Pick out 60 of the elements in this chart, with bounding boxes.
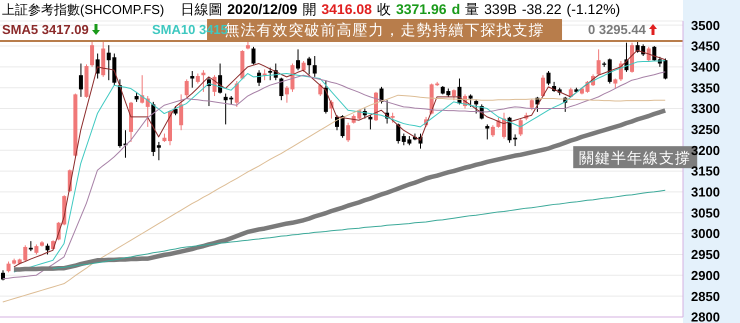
candlestick (279, 77, 284, 101)
candlestick (468, 94, 473, 108)
y-tick-label: 3500 (691, 18, 720, 33)
y-tick-label: 2800 (691, 310, 720, 323)
y-tick-label: 3400 (691, 59, 720, 74)
candlestick (608, 58, 612, 84)
candlestick (252, 46, 256, 65)
candlestick (474, 98, 478, 114)
candlestick (540, 74, 545, 98)
candlestick (46, 243, 50, 255)
y-tick-label: 3250 (691, 122, 720, 138)
candlestick (318, 83, 322, 97)
candlestick (307, 56, 312, 75)
candlestick (646, 46, 651, 62)
candlestick (90, 41, 94, 68)
text: SMA5 3417.09 (2, 22, 89, 37)
y-tick-label: 3150 (691, 164, 720, 179)
ref-line-label: 無法有效突破前高壓力，走勢持續下探找支撐 (224, 22, 545, 40)
y-tick-label: 3050 (691, 205, 720, 220)
y-tick-label: 3300 (691, 101, 720, 116)
annotation: 關鍵半年線支撐 (579, 150, 692, 168)
candlestick (485, 124, 490, 140)
y-tick-label: 3450 (691, 38, 720, 54)
candlestick (452, 88, 456, 101)
y-tick-label: 3350 (691, 80, 720, 96)
y-tick-label: 3000 (691, 226, 720, 242)
candlestick (346, 122, 350, 142)
candlestick (234, 80, 239, 108)
candlestick (23, 244, 28, 262)
candlestick (302, 60, 306, 72)
candlestick (184, 78, 189, 98)
candlestick (257, 70, 262, 87)
candlestick (134, 92, 139, 102)
candlestick (6, 261, 11, 273)
y-tick-label: 2900 (691, 268, 720, 283)
y-tick-label: 3200 (691, 142, 720, 158)
candlestick (78, 63, 83, 98)
text: 日線圖 2020/12/09 開 3416.08 收 3371.96 d 量 339B -38.22 (-1.12%) (180, 1, 620, 17)
text: 0 3295.44 (588, 22, 646, 37)
y-tick-label: 3100 (691, 184, 720, 200)
candlestick (1, 270, 5, 281)
candlestick (179, 94, 184, 131)
candlestick (201, 70, 206, 92)
candlestick (396, 123, 400, 144)
candlestick (518, 118, 523, 137)
candlestick (312, 56, 317, 78)
candlestick (190, 70, 194, 88)
candlestick (546, 70, 551, 86)
candlestick (490, 124, 495, 138)
chart-title: 上証参考指數(SHCOMP.FS) (2, 1, 164, 19)
candlestick (34, 244, 38, 255)
y-tick-label: 2850 (691, 288, 720, 304)
candlestick (296, 48, 300, 71)
candlestick (613, 78, 618, 90)
candlestick (530, 98, 534, 111)
candlestick (368, 114, 372, 130)
candlestick (596, 48, 601, 76)
candlestick (196, 73, 200, 84)
y-tick-label: 2950 (691, 247, 720, 262)
line-series (52, 190, 666, 270)
